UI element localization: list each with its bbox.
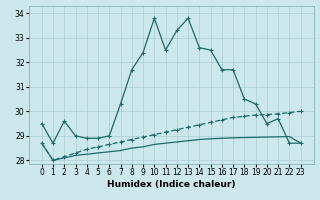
X-axis label: Humidex (Indice chaleur): Humidex (Indice chaleur) <box>107 180 236 189</box>
